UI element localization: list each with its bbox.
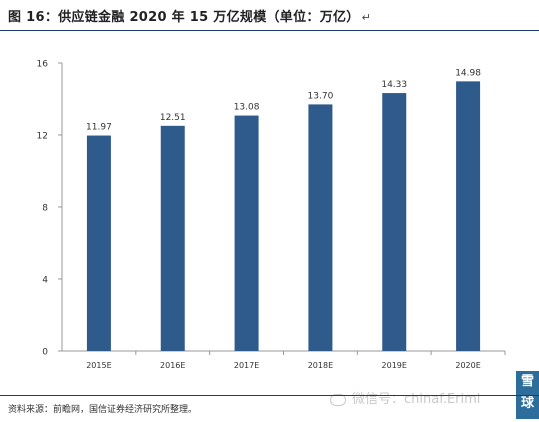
data-label: 12.51 xyxy=(160,113,186,123)
y-tick-label: 16 xyxy=(37,60,49,70)
x-tick-label: 2020E xyxy=(455,361,480,370)
top-rule xyxy=(0,30,539,31)
bar xyxy=(382,93,407,351)
watermark: 微信号：chinaf.Eriml xyxy=(330,388,480,407)
x-tick-label: 2019E xyxy=(382,361,407,370)
title-bar: 图 16：供应链金融 2020 年 15 万亿规模（单位：万亿） ↵ xyxy=(0,0,539,30)
bar xyxy=(456,81,481,352)
return-mark-icon: ↵ xyxy=(361,11,372,24)
x-tick-label: 2016E xyxy=(160,361,185,370)
bar xyxy=(308,104,333,352)
chart-title: 图 16：供应链金融 2020 年 15 万亿规模（单位：万亿） ↵ xyxy=(8,10,372,25)
data-label: 13.70 xyxy=(308,91,334,101)
source-note: 资料来源：前瞻网，国信证券经济研究所整理。 xyxy=(8,405,198,415)
bar xyxy=(86,135,111,351)
y-tick-label: 8 xyxy=(42,204,48,214)
x-tick-label: 2015E xyxy=(86,361,111,370)
data-label: 14.98 xyxy=(455,68,481,78)
wechat-icon xyxy=(330,393,346,406)
x-tick-label: 2017E xyxy=(234,361,259,370)
data-label: 14.33 xyxy=(381,80,407,90)
bar-chart: 0 4 8 12 16 11.97 2015E 12.51 2016E 13.08 2017E 13.… xyxy=(37,60,506,370)
y-tick-label: 12 xyxy=(37,132,48,142)
data-label: 13.08 xyxy=(234,103,260,113)
x-tick-label: 2018E xyxy=(308,361,333,370)
data-label: 11.97 xyxy=(86,123,112,133)
bottom-rule xyxy=(0,395,539,396)
y-tick-label: 0 xyxy=(42,348,48,358)
bar xyxy=(234,115,259,351)
y-tick-label: 4 xyxy=(42,276,48,286)
bar xyxy=(160,125,185,351)
